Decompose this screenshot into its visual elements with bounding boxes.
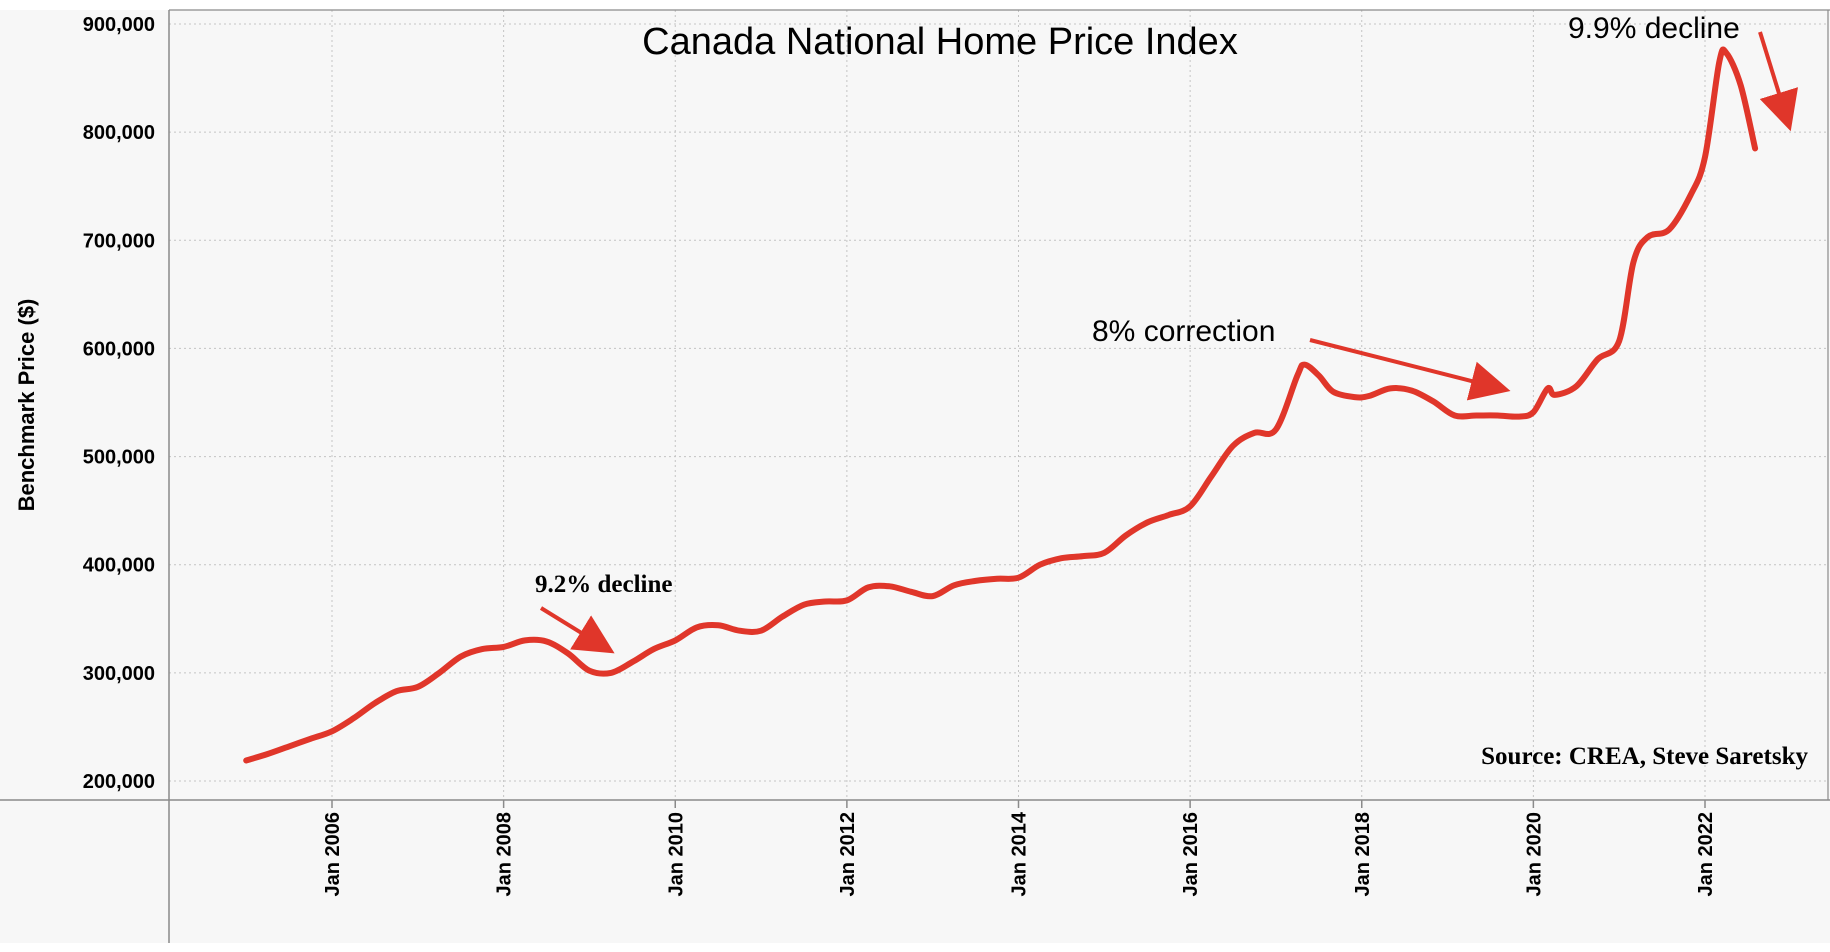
x-tick-label: Jan 2014 <box>1009 811 1031 896</box>
x-tick-label: Jan 2022 <box>1695 812 1717 897</box>
x-tick-label: Jan 2012 <box>837 812 859 897</box>
x-tick-label: Jan 2018 <box>1352 812 1374 897</box>
plot-area <box>0 10 1830 943</box>
x-tick-label: Jan 2006 <box>322 812 344 897</box>
annotation-2008-decline: 9.2% decline <box>535 571 673 598</box>
chart-title: Canada National Home Price Index <box>642 21 1238 63</box>
x-tick-labels: Jan 2006 Jan 2008 Jan 2010 Jan 2012 Jan 2014… <box>322 811 1717 896</box>
source-credit: Source: CREA, Steve Saretsky <box>1481 743 1808 770</box>
y-tick-label: 500,000 <box>83 447 155 469</box>
y-axis-label: Benchmark Price ($) <box>14 299 39 512</box>
annotation-2017-correction: 8% correction <box>1092 315 1275 348</box>
y-tick-label: 700,000 <box>83 230 155 252</box>
y-tick-label: 400,000 <box>83 555 155 577</box>
x-tick-label: Jan 2008 <box>494 812 516 897</box>
y-tick-label: 900,000 <box>83 14 155 36</box>
y-tick-label: 600,000 <box>83 338 155 360</box>
annotation-2017-arrow <box>1309 338 1511 401</box>
y-tick-label: 300,000 <box>83 663 155 685</box>
grid-lines <box>169 10 1828 808</box>
x-tick-label: Jan 2020 <box>1523 812 1545 897</box>
annotation-2022-arrow <box>1758 31 1799 132</box>
y-tick-label: 200,000 <box>83 771 155 793</box>
annotation-2008-arrow <box>539 606 615 654</box>
annotation-2022-decline: 9.9% decline <box>1568 12 1740 45</box>
price-series-line <box>243 46 1759 764</box>
x-tick-label: Jan 2010 <box>665 812 687 897</box>
y-tick-labels: 200,000 300,000 400,000 500,000 600,000 700,0… <box>83 14 155 793</box>
x-tick-label: Jan 2016 <box>1180 812 1202 897</box>
y-tick-label: 800,000 <box>83 122 155 144</box>
